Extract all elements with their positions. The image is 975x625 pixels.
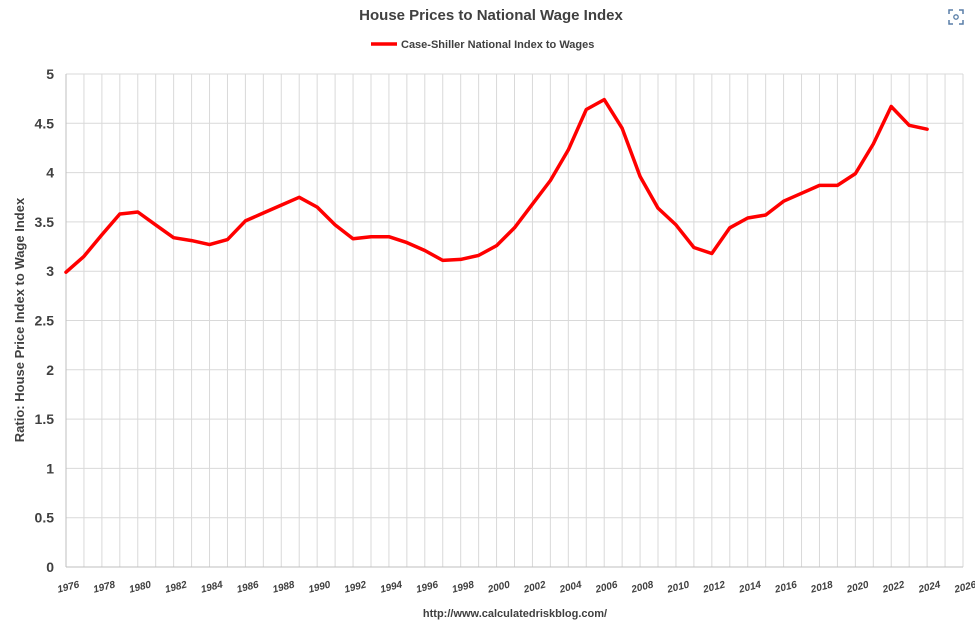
x-tick-label: 2006: [593, 579, 619, 595]
x-tick-label: 2010: [665, 579, 691, 595]
x-tick-label: 1978: [92, 579, 117, 595]
x-tick-label: 1996: [415, 579, 440, 595]
x-tick-label: 1984: [200, 579, 225, 595]
y-tick-label: 2: [46, 362, 54, 378]
x-tick-label: 2024: [916, 579, 942, 595]
x-tick-label: 2008: [629, 579, 655, 595]
x-tick-label: 1982: [164, 579, 189, 595]
x-tick-label: 2004: [558, 579, 584, 595]
y-axis-label: Ratio: House Price Index to Wage Index: [12, 197, 27, 442]
y-tick-label: 1: [46, 460, 54, 476]
series-layer: [64, 97, 929, 274]
gridlines: [65, 73, 964, 568]
x-tick-label: 1992: [343, 579, 368, 595]
expand-icon-glyph: [948, 9, 964, 25]
y-axis-ticks: 0 0.5 1 1.5 2 2.5 3 3.5 4 4.5 5: [35, 66, 55, 575]
x-tick-label: 2002: [522, 579, 548, 595]
chart-title: House Prices to National Wage Index: [359, 7, 623, 24]
x-tick-label: 2012: [701, 579, 727, 595]
source-footer: http://www.calculatedriskblog.com/: [423, 608, 607, 620]
y-tick-label: 0.5: [35, 510, 55, 526]
series-line: [64, 97, 929, 274]
x-tick-label: 1994: [379, 579, 404, 595]
x-tick-label: 2016: [773, 579, 799, 595]
legend: Case-Shiller National Index to Wages: [371, 39, 594, 51]
legend-label: Case-Shiller National Index to Wages: [401, 39, 594, 51]
x-tick-label: 1980: [128, 579, 153, 595]
x-tick-label: 2000: [486, 579, 512, 595]
y-tick-label: 4.5: [35, 115, 55, 131]
y-tick-label: 1.5: [35, 411, 55, 427]
y-tick-label: 3.5: [35, 214, 55, 230]
x-tick-label: 2022: [881, 579, 907, 595]
y-tick-label: 2.5: [35, 313, 55, 329]
y-tick-label: 3: [46, 263, 54, 279]
x-axis-ticks: 1976 1978 1980 1982 1984 1986 1988 1990 1992 1994…: [56, 579, 975, 595]
x-tick-label: 1976: [56, 579, 81, 595]
y-tick-label: 0: [46, 559, 54, 575]
x-tick-label: 1998: [451, 579, 476, 595]
x-tick-label: 2018: [809, 579, 835, 595]
x-tick-label: 2026: [952, 579, 975, 595]
x-tick-label: 1988: [272, 579, 297, 595]
expand-icon[interactable]: [945, 6, 967, 28]
y-tick-label: 4: [46, 165, 54, 181]
x-tick-label: 2014: [737, 579, 763, 595]
y-tick-label: 5: [46, 66, 54, 82]
x-tick-label: 1986: [236, 579, 261, 595]
x-tick-label: 1990: [307, 579, 332, 595]
x-tick-label: 2020: [845, 579, 871, 595]
